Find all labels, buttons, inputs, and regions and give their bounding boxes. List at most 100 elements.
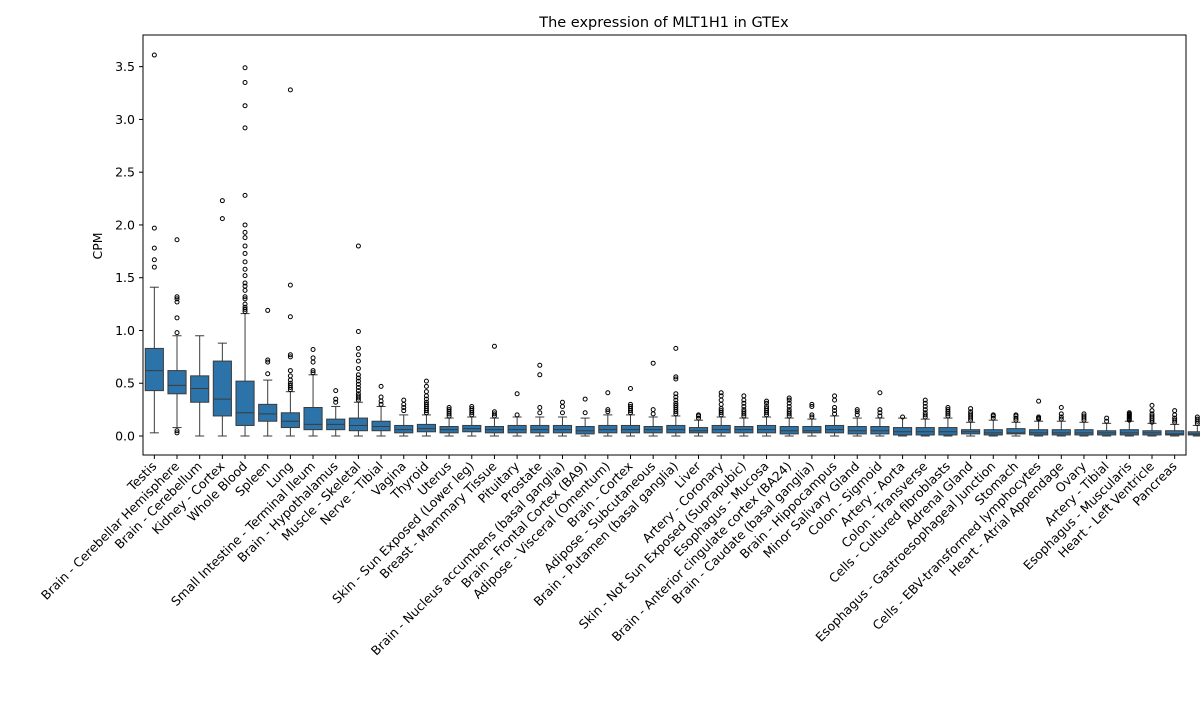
outlier-point [1058,405,1064,411]
box-group [1165,408,1185,437]
outlier-point [242,229,248,235]
outlier-point [265,307,271,313]
box-group [1097,415,1117,437]
outlier-point [650,407,656,413]
box-iqr [1074,429,1094,436]
outlier-point [696,412,702,418]
outlier-point [673,400,679,406]
outlier-point [1081,413,1087,419]
outlier-point [423,396,429,402]
boxes-layer [144,52,1200,437]
box-group [258,307,278,437]
y-tick-label: 1.5 [115,270,135,285]
box-group [938,405,958,437]
box-iqr [870,426,890,435]
box-group [847,407,867,437]
box-group [688,412,709,437]
outlier-point [764,406,770,412]
outlier-point [968,411,974,417]
outlier-point [151,264,157,270]
outlier-point [491,411,497,417]
box-iqr [190,375,210,403]
outlier-point [242,243,248,249]
box-group [824,393,845,437]
outlier-point [219,198,225,204]
outlier-point [1013,415,1019,421]
outlier-point [650,411,656,417]
box-group [144,52,164,434]
outlier-point [242,103,248,109]
box-group [666,345,686,437]
box-group [1051,405,1071,437]
outlier-point [1104,418,1110,424]
outlier-point [287,314,293,320]
box-iqr [280,412,300,429]
box-group [394,397,414,437]
outlier-point [242,304,248,310]
outlier-point [559,399,565,405]
outlier-point [673,345,679,351]
box-iqr [575,426,595,435]
box-iqr [915,427,935,436]
outlier-point [1058,414,1064,420]
box-group [167,237,187,436]
y-tick-label: 2.0 [115,217,135,232]
chart-title: The expression of MLT1H1 in GTEx [538,15,789,31]
box-group [915,397,935,437]
outlier-point [854,412,860,418]
outlier-point [401,408,407,414]
box-iqr [824,424,845,434]
outlier-point [877,410,883,416]
outlier-point [1104,415,1110,421]
box-group [983,412,1003,437]
outlier-point [287,354,293,360]
outlier-point [559,410,565,416]
outlier-point [242,266,248,272]
outlier-point [786,407,792,413]
outlier-point [786,395,792,401]
outlier-point [242,306,248,312]
outlier-point [355,378,361,384]
y-tick-label: 2.5 [115,165,135,180]
outlier-point [514,412,520,418]
outlier-point [1013,412,1019,418]
outlier-point [401,397,407,403]
outlier-point [378,394,384,400]
outlier-point [900,414,906,420]
outlier-point [333,399,339,405]
outlier-point [355,388,361,394]
outlier-point [696,415,702,421]
outlier-point [287,87,293,93]
outlier-point [718,390,724,396]
outlier-point [741,407,747,413]
outlier-point [514,391,520,397]
outlier-point [809,401,815,407]
outlier-point [968,409,974,415]
outlier-point [673,391,679,397]
box-iqr [983,429,1003,436]
y-tick-label: 3.0 [115,112,135,127]
box-iqr [1006,428,1026,435]
box-group [280,87,300,437]
outlier-point [242,280,248,286]
box-group [303,346,323,437]
box-iqr [416,423,436,433]
outlier-point [1149,413,1155,419]
outlier-point [242,250,248,256]
outlier-point [1194,416,1200,422]
box-group [1029,398,1049,437]
box-group [326,388,346,437]
box-iqr [620,424,641,434]
outlier-point [537,405,543,411]
outlier-point [559,403,565,409]
outlier-point [174,296,180,302]
outlier-point [355,243,361,249]
outlier-point [242,125,248,131]
box-iqr [258,403,278,422]
outlier-point [537,362,543,368]
box-group [235,65,255,437]
outlier-point [287,352,293,358]
box-group [870,390,890,437]
outlier-point [174,330,180,336]
outlier-point [265,357,271,363]
